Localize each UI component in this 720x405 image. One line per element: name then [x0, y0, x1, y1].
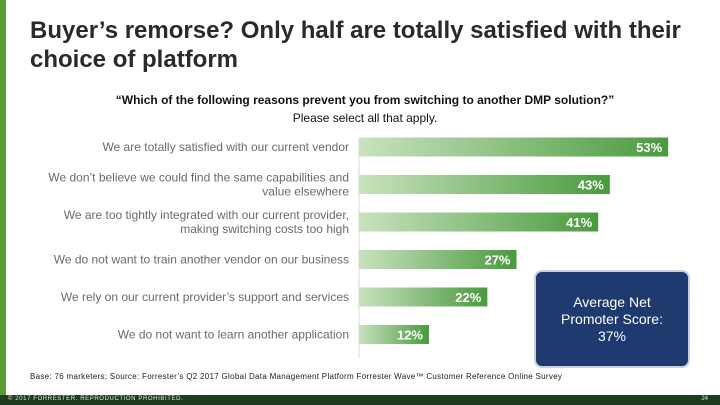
- category-label: We rely on our current provider’s suppor…: [61, 290, 349, 304]
- category-label: We do not want to learn another applicat…: [118, 328, 349, 342]
- category-label: We do not want to train another vendor o…: [54, 253, 349, 267]
- data-label: 27%: [484, 253, 510, 268]
- category-label: We are too tightly integrated with our c…: [64, 208, 349, 236]
- copyright-text: © 2017 FORRESTER. REPRODUCTION PROHIBITE…: [8, 396, 184, 402]
- bar: [359, 287, 488, 307]
- survey-question: “Which of the following reasons prevent …: [115, 93, 615, 107]
- data-label: 12%: [397, 328, 423, 343]
- data-label: 41%: [566, 215, 592, 230]
- page-number: 24: [701, 396, 708, 402]
- bar: [359, 325, 429, 344]
- nps-callout: Average Net Promoter Score: 37%: [534, 270, 690, 368]
- data-label: 53%: [636, 140, 662, 155]
- data-label: 43%: [578, 178, 604, 193]
- footer-bar: © 2017 FORRESTER. REPRODUCTION PROHIBITE…: [0, 395, 720, 405]
- survey-instruction: Please select all that apply.: [292, 111, 438, 125]
- left-accent-rule: [0, 0, 6, 395]
- source-footnote: Base: 76 marketers; Source: Forrester’s …: [30, 372, 563, 381]
- slide-title: Buyer’s remorse? Only half are totally s…: [30, 17, 681, 73]
- nps-callout-text: Average Net Promoter Score: 37%: [561, 293, 663, 344]
- bar: [359, 175, 610, 194]
- bar: [359, 250, 517, 269]
- bar: [359, 212, 599, 232]
- category-label: We don’t believe we could find the same …: [48, 171, 349, 199]
- category-label: We are totally satisfied with our curren…: [102, 140, 349, 154]
- bar: [359, 137, 669, 157]
- bar-chart: 53% We are totally satisfied with our cur…: [48, 137, 669, 358]
- data-label: 22%: [455, 290, 481, 305]
